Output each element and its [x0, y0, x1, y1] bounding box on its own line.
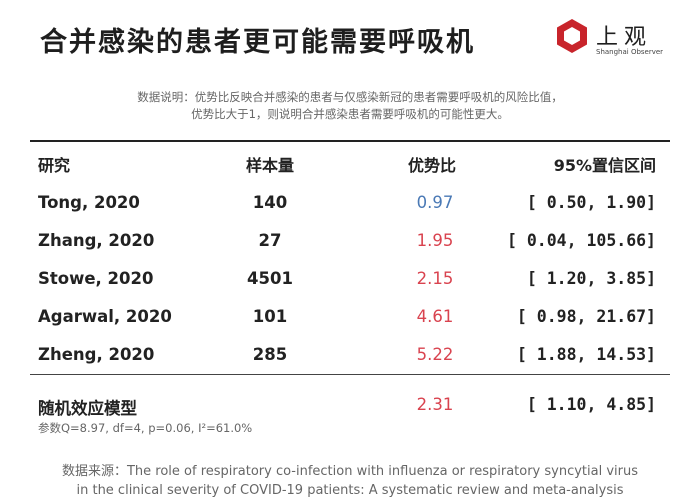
data-source-line: 数据来源：The role of respiratory co-infectio… — [61, 464, 639, 479]
data-note: 数据说明：优势比反映合并感染的患者与仅感染新冠的患者需要呼吸机的风险比值， 优势… — [0, 89, 700, 123]
cell-study: Zhang, 2020 — [38, 231, 155, 250]
logo-chinese-text: 上观 — [596, 25, 653, 50]
data-source-line: in the clinical severity of COVID-19 pat… — [76, 483, 624, 498]
summary-row: 随机效应模型 2.31 [ 1.10, 4.85] — [0, 395, 700, 425]
data-note-line: 数据说明：优势比反映合并感染的患者与仅感染新冠的患者需要呼吸机的风险比值， — [137, 90, 563, 104]
cell-confidence-interval: [ 0.98, 21.67] — [516, 307, 656, 326]
cell-odds-ratio: 4.61 — [416, 307, 454, 326]
table-bottom-rule — [30, 374, 670, 375]
cell-study: Tong, 2020 — [38, 193, 140, 212]
data-source: 数据来源：The role of respiratory co-infectio… — [0, 462, 700, 500]
cell-confidence-interval: [ 0.04, 105.66] — [506, 231, 656, 250]
brand-logo: 上观 Shanghai Observer — [554, 18, 684, 64]
cell-sample-size: 4501 — [247, 269, 293, 288]
header-confidence-interval: 95%置信区间 — [553, 156, 656, 175]
header-study: 研究 — [38, 156, 71, 175]
cell-odds-ratio: 5.22 — [416, 345, 454, 364]
cell-study: Zheng, 2020 — [38, 345, 155, 364]
cell-sample-size: 285 — [252, 345, 288, 364]
page-title: 合并感染的患者更可能需要呼吸机 — [40, 27, 475, 58]
cell-confidence-interval: [ 1.88, 14.53] — [516, 345, 656, 364]
cell-confidence-interval: [ 0.50, 1.90] — [526, 193, 656, 212]
cell-study: Stowe, 2020 — [38, 269, 154, 288]
table-top-rule — [30, 140, 670, 142]
cell-sample-size: 140 — [252, 193, 288, 212]
summary-odds-ratio: 2.31 — [416, 395, 454, 414]
table-row: Agarwal, 2020 101 4.61 [ 0.98, 21.67] — [0, 307, 700, 337]
model-parameters: 参数Q=8.97, df=4, p=0.06, I²=61.0% — [38, 421, 253, 435]
table-row: Zheng, 2020 285 5.22 [ 1.88, 14.53] — [0, 345, 700, 375]
cell-sample-size: 101 — [252, 307, 288, 326]
summary-label: 随机效应模型 — [38, 399, 137, 418]
table-row: Zhang, 2020 27 1.95 [ 0.04, 105.66] — [0, 231, 700, 261]
cell-odds-ratio: 1.95 — [416, 231, 454, 250]
cell-sample-size: 27 — [258, 231, 282, 250]
table-row: Tong, 2020 140 0.97 [ 0.50, 1.90] — [0, 193, 700, 223]
cell-odds-ratio: 0.97 — [416, 193, 454, 212]
header-sample-size: 样本量 — [246, 156, 295, 175]
data-note-line: 优势比大于1，则说明合并感染患者需要呼吸机的可能性更大。 — [191, 107, 509, 121]
cell-odds-ratio: 2.15 — [416, 269, 454, 288]
cell-confidence-interval: [ 1.20, 3.85] — [526, 269, 656, 288]
logo-english-text: Shanghai Observer — [596, 48, 664, 56]
table-row: Stowe, 2020 4501 2.15 [ 1.20, 3.85] — [0, 269, 700, 299]
summary-confidence-interval: [ 1.10, 4.85] — [526, 395, 656, 414]
cell-study: Agarwal, 2020 — [38, 307, 172, 326]
header-odds-ratio: 优势比 — [408, 156, 457, 175]
logo-hexagon-icon — [557, 19, 587, 53]
